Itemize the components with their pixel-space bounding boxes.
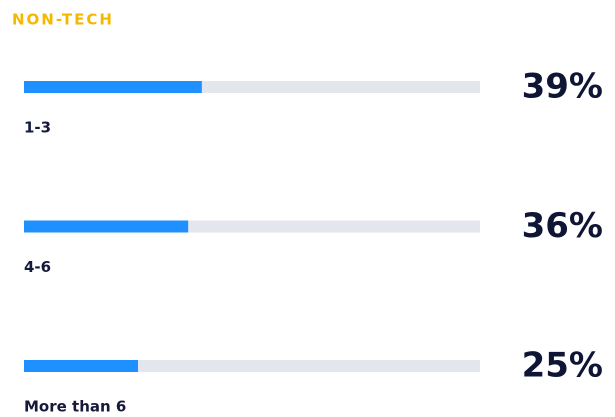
chart-title: NON-TECH bbox=[12, 11, 114, 29]
value-label: 39% bbox=[522, 67, 603, 107]
bar bbox=[24, 81, 202, 93]
category-label: More than 6 bbox=[24, 398, 126, 416]
category-label: 4-6 bbox=[24, 258, 51, 276]
value-label: 25% bbox=[522, 346, 603, 386]
category-label: 1-3 bbox=[24, 119, 51, 137]
value-label: 36% bbox=[522, 206, 603, 246]
bar bbox=[24, 360, 138, 372]
bar bbox=[24, 220, 189, 233]
